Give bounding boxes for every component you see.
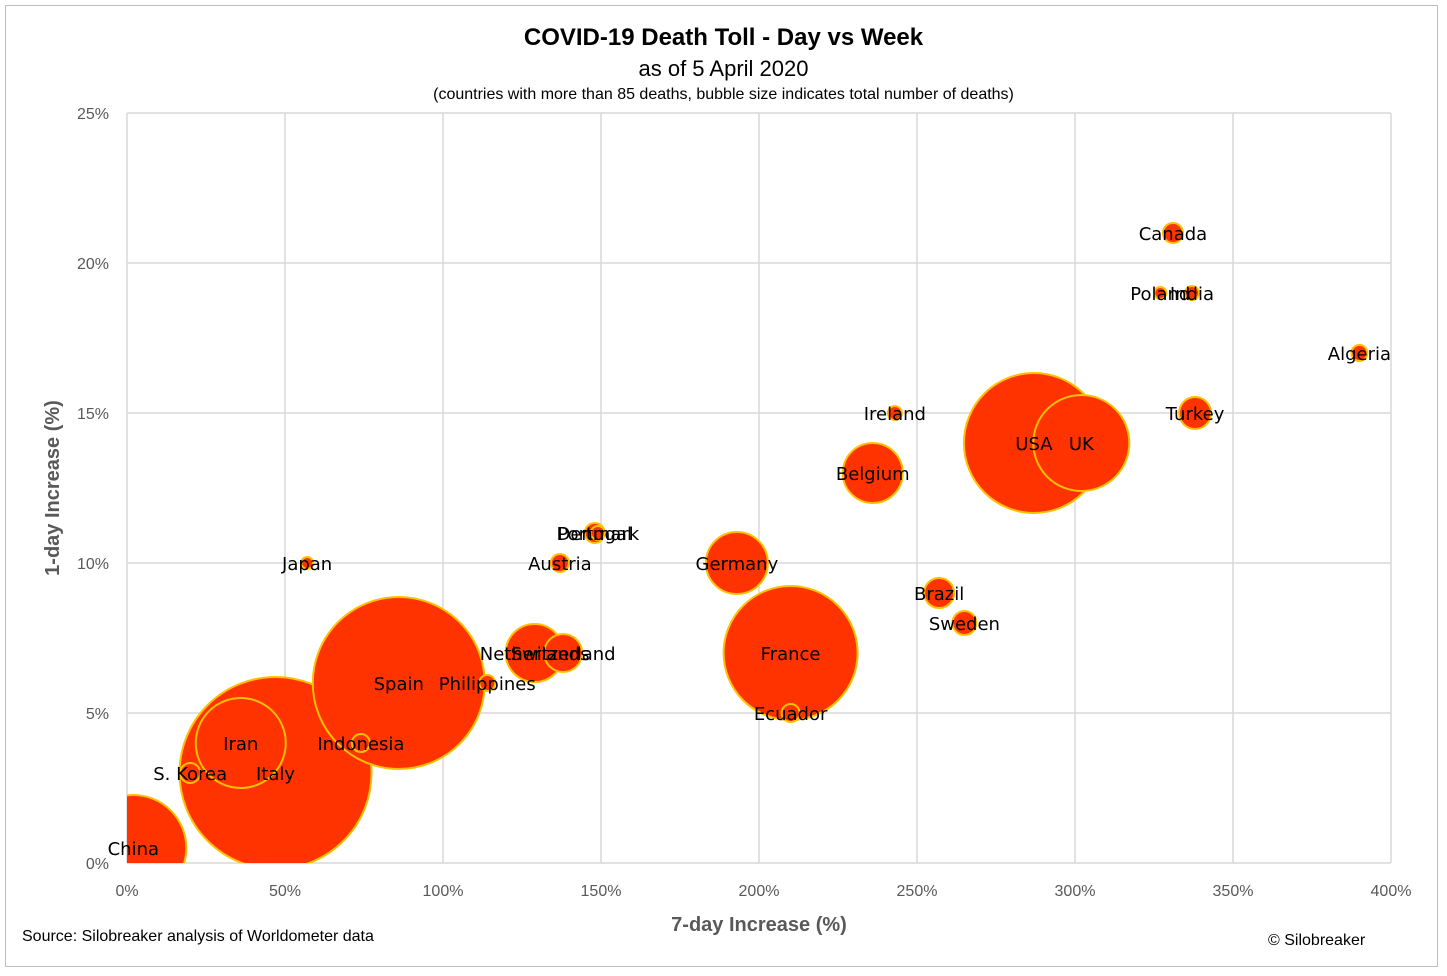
bubble-label: Netherlands	[480, 644, 590, 665]
bubble-sweden	[951, 610, 978, 636]
bubble-label: Indonesia	[317, 734, 404, 755]
y-tick-label: 25%	[77, 106, 109, 123]
x-tick-label: 50%	[269, 883, 301, 900]
bubble-indonesia	[350, 733, 371, 753]
bubble-ireland	[886, 405, 903, 421]
bubble-label: S. Korea	[153, 764, 227, 785]
y-tick-label: 15%	[77, 406, 109, 423]
bubble-belgium	[841, 442, 904, 504]
bubble-label: Switzerland	[511, 644, 616, 665]
bubble-label: Poland	[1130, 284, 1190, 305]
bubble-label: Italy	[256, 764, 295, 785]
bubble-label: Denmark	[556, 524, 639, 545]
bubble-denmark	[589, 525, 606, 541]
bubble-india	[1183, 285, 1200, 301]
bubble-austria	[549, 553, 570, 573]
bubble-philippines	[478, 674, 497, 692]
bubble-japan	[300, 556, 315, 570]
bubble-label: France	[761, 644, 821, 665]
bubble-label: Japan	[281, 554, 332, 575]
chart-subtitle: as of 5 April 2020	[638, 56, 809, 81]
y-tick-label: 20%	[77, 256, 109, 273]
bubble-iran	[194, 697, 287, 789]
chart-note: (countries with more than 85 deaths, bub…	[433, 86, 1014, 103]
source-note: Source: Silobreaker analysis of Worldome…	[22, 928, 374, 945]
x-tick-label: 150%	[581, 883, 622, 900]
copyright-note: © Silobreaker	[1268, 932, 1366, 949]
bubble-label: Belgium	[836, 464, 910, 485]
bubble-china	[127, 794, 188, 863]
bubble-label: Germany	[696, 554, 779, 575]
bubble-ecuador	[780, 703, 801, 723]
bubble-label: USA	[1015, 434, 1053, 455]
chart-frame	[5, 5, 1438, 967]
x-tick-label: 400%	[1371, 883, 1412, 900]
x-tick-label: 300%	[1055, 883, 1096, 900]
bubble-label: Austria	[528, 554, 592, 575]
bubble-label: Turkey	[1165, 404, 1225, 425]
bubble-poland	[1153, 286, 1168, 300]
bubbles	[127, 222, 1369, 863]
bubble-switzerland	[543, 633, 584, 673]
x-tick-label: 250%	[897, 883, 938, 900]
bubble-label: India	[1170, 284, 1214, 305]
chart-title: COVID-19 Death Toll - Day vs Week	[523, 24, 924, 51]
bubble-label: Portugal	[557, 524, 632, 545]
bubble-algeria	[1350, 344, 1369, 362]
bubble-label: Philippines	[439, 674, 536, 695]
y-tick-label: 5%	[86, 706, 109, 723]
axis-ticks: 0% 50% 100% 150% 200% 250% 300% 350% 400% 0% 5% 10%…	[77, 106, 1411, 900]
bubble-uk	[1032, 394, 1131, 492]
bubble-canada	[1161, 222, 1184, 244]
x-tick-label: 350%	[1213, 883, 1254, 900]
bubble-label: UK	[1069, 434, 1095, 455]
x-tick-label: 0%	[115, 883, 138, 900]
bubble-s-korea	[179, 762, 202, 784]
bubble-germany	[704, 531, 769, 595]
bubble-brazil	[923, 577, 956, 609]
bubble-label: Canada	[1139, 224, 1208, 245]
y-tick-label: 0%	[86, 856, 109, 873]
bubble-label: Iran	[223, 734, 258, 755]
x-tick-label: 100%	[423, 883, 464, 900]
x-axis-title: 7-day Increase (%)	[671, 914, 847, 936]
bubble-turkey	[1178, 396, 1213, 430]
bubble-label: China	[108, 839, 159, 860]
bubble-label: Algeria	[1328, 344, 1391, 365]
bubble-label: Brazil	[914, 584, 964, 605]
bubble-label: Ecuador	[754, 704, 828, 725]
bubble-label: Sweden	[929, 614, 1000, 635]
y-tick-label: 10%	[77, 556, 109, 573]
x-tick-label: 200%	[739, 883, 780, 900]
bubble-label: Ireland	[864, 404, 926, 425]
bubble-labels: USA UK Spain Italy France Iran Netherlands Germ…	[108, 224, 1391, 860]
bubble-label: Spain	[374, 674, 424, 695]
y-axis-title: 1-day Increase (%)	[42, 400, 64, 576]
